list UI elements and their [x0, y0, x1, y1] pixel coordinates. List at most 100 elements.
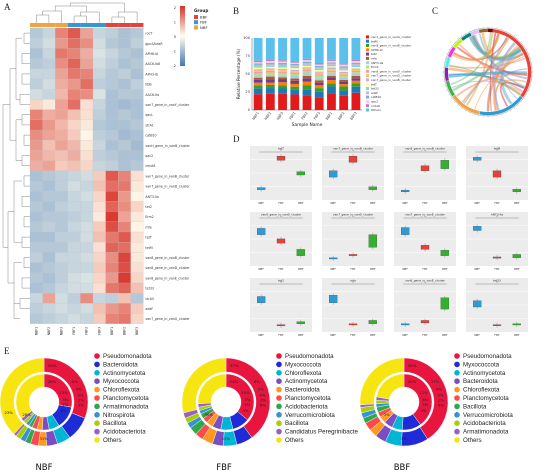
heatmap-cell — [29, 191, 43, 202]
heatmap-cell — [118, 272, 131, 284]
circos-tick — [465, 32, 467, 34]
box — [368, 234, 377, 248]
heatmap-cell — [118, 68, 131, 80]
circos-tick — [465, 110, 467, 112]
heatmap-cell — [118, 303, 131, 314]
x-tick-label: FBF — [350, 201, 356, 205]
group-legend-swatch — [194, 25, 198, 30]
outer-pct-label: 5% — [72, 379, 78, 384]
legend-swatch — [366, 91, 369, 95]
heatmap-cell — [67, 221, 81, 233]
heatmap-row-label: van7_gene_in_vanD_cluster — [145, 185, 190, 189]
circos-ribbon — [463, 36, 508, 104]
legend-dot — [454, 403, 460, 410]
circos-tick — [509, 110, 511, 112]
legend-dot — [276, 412, 282, 418]
heatmap-cell — [29, 109, 43, 120]
legend-label: Planctomycetota — [285, 395, 331, 402]
x-tick-label: NBF — [258, 267, 264, 271]
heatmap-cell — [130, 99, 144, 110]
heatmap-cell — [130, 313, 144, 324]
bar-segment — [339, 86, 349, 91]
heatmap-cell — [118, 180, 131, 192]
heatmap-cell — [80, 160, 94, 171]
x-tick-label: NBF — [402, 267, 408, 271]
x-tick-label: FBF — [494, 267, 500, 271]
donut-panel: 29%5%4%3%2%3%31%23%28%13%3%2%6%28%Pseudo… — [0, 353, 513, 473]
boxplot-facet: tet33* NBF FBF BBF — [466, 278, 528, 337]
bar-segment — [339, 75, 349, 78]
heatmap-row-label: tet2 — [145, 205, 152, 209]
heatmap-cell — [92, 140, 106, 151]
bar-segment — [314, 65, 324, 67]
box — [420, 320, 430, 324]
heatmap-cell — [80, 119, 94, 131]
heatmap-cell — [67, 252, 81, 263]
bar-segment — [265, 59, 275, 62]
heatmap-cell — [55, 293, 68, 304]
legend-label: van7_gene_in_vanD_cluster — [371, 74, 412, 78]
outer-pct-label: 41% — [221, 436, 230, 441]
x-tick-label: BBF3 — [349, 111, 357, 120]
circos-tick — [446, 89, 448, 91]
legend-swatch — [366, 104, 369, 108]
heatmap-row-label: tetT — [145, 236, 151, 240]
bar-segment — [278, 68, 287, 71]
heatmap-cell — [118, 221, 131, 233]
dendrogram-branch — [21, 277, 30, 289]
x-tick-label: NBF — [474, 267, 480, 271]
heatmap-row-label: Erm2 — [145, 215, 153, 219]
bar-segment — [278, 60, 287, 62]
legend-dot — [454, 370, 460, 376]
box — [401, 323, 410, 326]
donut-sample-label: BBF — [394, 463, 411, 473]
significance-mark: * — [280, 215, 282, 219]
heatmap-cell — [130, 129, 144, 141]
bar-segment — [302, 78, 312, 82]
heatmap-cell — [118, 160, 131, 171]
y-tick-label: 100 — [243, 36, 251, 40]
outer-pct-label: 3% — [437, 393, 443, 398]
box — [440, 297, 449, 310]
heatmap-cell — [42, 89, 56, 100]
outer-pct-label: 31% — [39, 436, 48, 441]
legend-label: Actinomycetota — [103, 370, 146, 377]
bar-segment — [253, 88, 263, 95]
heatmap-cell — [42, 303, 56, 314]
x-tick-label: BBF — [370, 201, 376, 205]
x-tick-label: NBF — [330, 267, 336, 271]
x-tick-label: FBF — [278, 333, 284, 337]
legend-dot — [276, 437, 282, 443]
circos-tick — [461, 35, 463, 37]
facet-title: tet2 — [278, 279, 284, 283]
heatmap-col-label: FBF2 — [85, 327, 89, 335]
group-legend-label: FBF — [200, 20, 207, 25]
heatmap-cell — [29, 231, 43, 243]
heatmap-cell — [105, 221, 119, 233]
heatmap-cell — [29, 48, 43, 59]
heatmap-cell — [105, 129, 119, 141]
heatmap-cell — [67, 119, 81, 131]
x-tick-label: BBF — [370, 333, 376, 337]
heatmap-cell — [80, 252, 94, 263]
dendrogram-branch — [15, 38, 22, 100]
heatmap-row-label: tet33 — [145, 287, 154, 291]
legend-dot — [94, 412, 100, 418]
bar-segment — [327, 59, 336, 61]
inner-pct-label: 28% — [48, 379, 57, 384]
heatmap-cell — [130, 68, 144, 80]
bar-segment — [339, 95, 349, 110]
heatmap-cell — [67, 242, 81, 253]
panel-letter-c: C — [432, 6, 439, 16]
legend-label: qac2 — [371, 100, 378, 104]
legend-dot — [454, 386, 460, 393]
bar-segment — [278, 64, 287, 66]
bar-segment — [290, 83, 300, 87]
heatmap-cell — [42, 191, 56, 202]
heatmap-cell — [80, 58, 94, 69]
legend-label: Bacteroidota — [285, 387, 320, 394]
bar-segment — [351, 92, 361, 110]
heatmap-cell — [42, 313, 56, 324]
legend-label: Others — [103, 437, 122, 444]
heatmap-cell — [92, 109, 106, 120]
